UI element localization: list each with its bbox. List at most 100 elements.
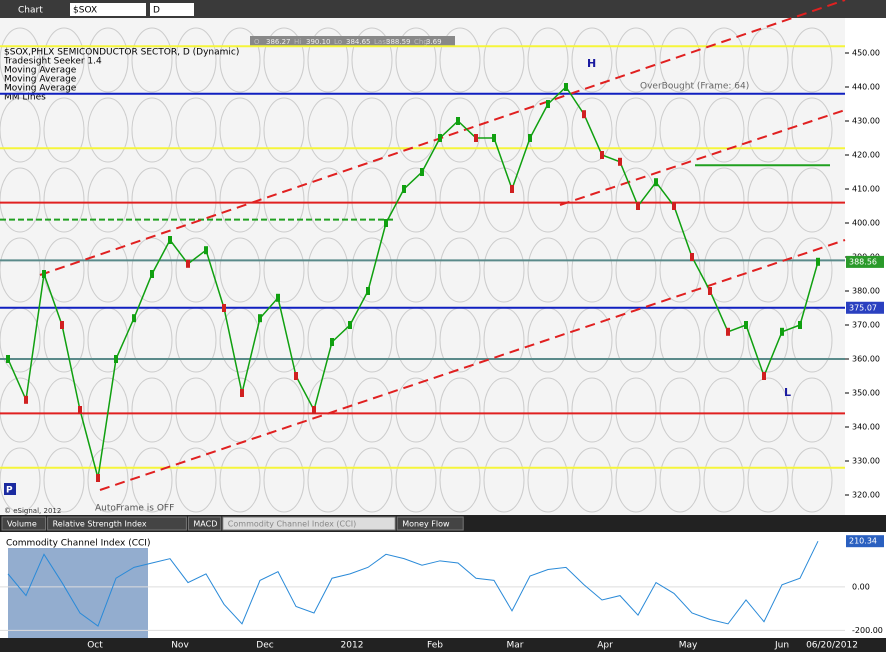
pattern-ring [527, 27, 569, 93]
current-date: 06/20/2012 [806, 641, 858, 651]
tab-label[interactable]: Money Flow [402, 520, 450, 529]
tab-label[interactable]: Commodity Channel Index (CCI) [228, 520, 356, 529]
pattern-ring [0, 237, 41, 303]
price-bar [672, 202, 676, 210]
tab[interactable] [1, 516, 47, 531]
time-label: 2012 [341, 641, 364, 651]
price-tick-label: 350.00 [852, 389, 880, 398]
pattern-ring [703, 27, 745, 93]
pattern-ring [307, 167, 349, 233]
price-bar [654, 178, 658, 187]
p-marker-box [4, 483, 16, 495]
tab[interactable] [187, 516, 222, 531]
channel-line [559, 109, 846, 206]
data-window [8, 548, 148, 638]
pattern-ring [351, 167, 393, 233]
legend-item: Moving Average [4, 84, 77, 94]
window-title: Chart [18, 6, 43, 16]
quote-value: 3.69 [426, 38, 442, 46]
pattern-ring [571, 97, 613, 163]
price-bar [348, 321, 352, 329]
pattern-ring [43, 167, 85, 233]
pattern-ring [439, 97, 481, 163]
pattern-ring [175, 97, 217, 163]
p-marker: P [6, 486, 13, 496]
pattern-ring [307, 237, 349, 303]
pattern-ring [615, 97, 657, 163]
price-bar [798, 321, 802, 329]
price-bar [222, 304, 226, 312]
price-bar [546, 100, 550, 108]
symbol-box[interactable] [70, 3, 146, 16]
price-tick-label: 400.00 [852, 219, 880, 228]
cci-line [7, 540, 819, 627]
cci-tick-label: 0.00 [852, 582, 870, 591]
pattern-ring [395, 27, 437, 93]
tab-label[interactable]: Volume [7, 520, 37, 529]
price-bar [168, 236, 172, 244]
price-badge [846, 255, 884, 268]
pattern-ring [703, 237, 745, 303]
price-tick-label: 360.00 [852, 355, 880, 364]
price-bar [492, 134, 496, 142]
pattern-ring [571, 167, 613, 233]
pattern-ring [395, 167, 437, 233]
pattern-ring [175, 237, 217, 303]
price-bar [276, 293, 280, 302]
time-label: Feb [427, 641, 443, 651]
price-bar [312, 406, 316, 414]
pattern-ring [483, 27, 525, 93]
price-bar [78, 406, 82, 414]
pattern-ring [747, 447, 789, 513]
tab[interactable] [47, 516, 187, 531]
price-tick-label: 330.00 [852, 457, 880, 466]
price-bar [258, 314, 262, 323]
cci-badge [846, 535, 884, 548]
quote-label: Hi [294, 38, 301, 46]
tab-label[interactable]: Relative Strength Index [53, 520, 147, 529]
pattern-ring [131, 27, 173, 93]
pattern-ring [131, 377, 173, 443]
pattern-ring [87, 377, 129, 443]
pattern-ring [571, 377, 613, 443]
background-pattern [0, 27, 833, 513]
symbol[interactable]: $SOX [73, 6, 97, 16]
pattern-ring [43, 27, 85, 93]
pattern-ring [659, 377, 701, 443]
pattern-ring [527, 447, 569, 513]
interval[interactable]: D [153, 6, 160, 16]
pattern-ring [175, 27, 217, 93]
legend-item: $SOX,PHLX SEMICONDUCTOR SECTOR, D (Dynam… [4, 48, 239, 58]
pattern-ring [351, 97, 393, 163]
pattern-ring [43, 447, 85, 513]
tab[interactable] [222, 516, 396, 531]
pattern-ring [307, 377, 349, 443]
pattern-ring [263, 447, 305, 513]
pattern-ring [395, 447, 437, 513]
pattern-ring [131, 167, 173, 233]
quote-value: 390.10 [306, 38, 331, 46]
channel-line [39, 0, 846, 276]
price-bar [384, 219, 388, 227]
price-bar [438, 134, 442, 142]
pattern-ring [395, 377, 437, 443]
price-bar [402, 185, 406, 193]
pattern-ring [395, 237, 437, 303]
time-label: Oct [87, 641, 103, 651]
interval-box[interactable] [150, 3, 194, 16]
pattern-ring [659, 447, 701, 513]
pattern-ring [527, 97, 569, 163]
pattern-ring [307, 97, 349, 163]
tab-label[interactable]: MACD [193, 520, 217, 529]
tab[interactable] [396, 516, 464, 531]
pattern-ring [571, 237, 613, 303]
pattern-ring [263, 27, 305, 93]
price-bar [708, 287, 712, 295]
pattern-ring [263, 237, 305, 303]
pattern-ring [439, 167, 481, 233]
pattern-ring [219, 97, 261, 163]
pattern-ring [131, 97, 173, 163]
price-bar [726, 327, 730, 336]
price-bar [240, 389, 244, 397]
